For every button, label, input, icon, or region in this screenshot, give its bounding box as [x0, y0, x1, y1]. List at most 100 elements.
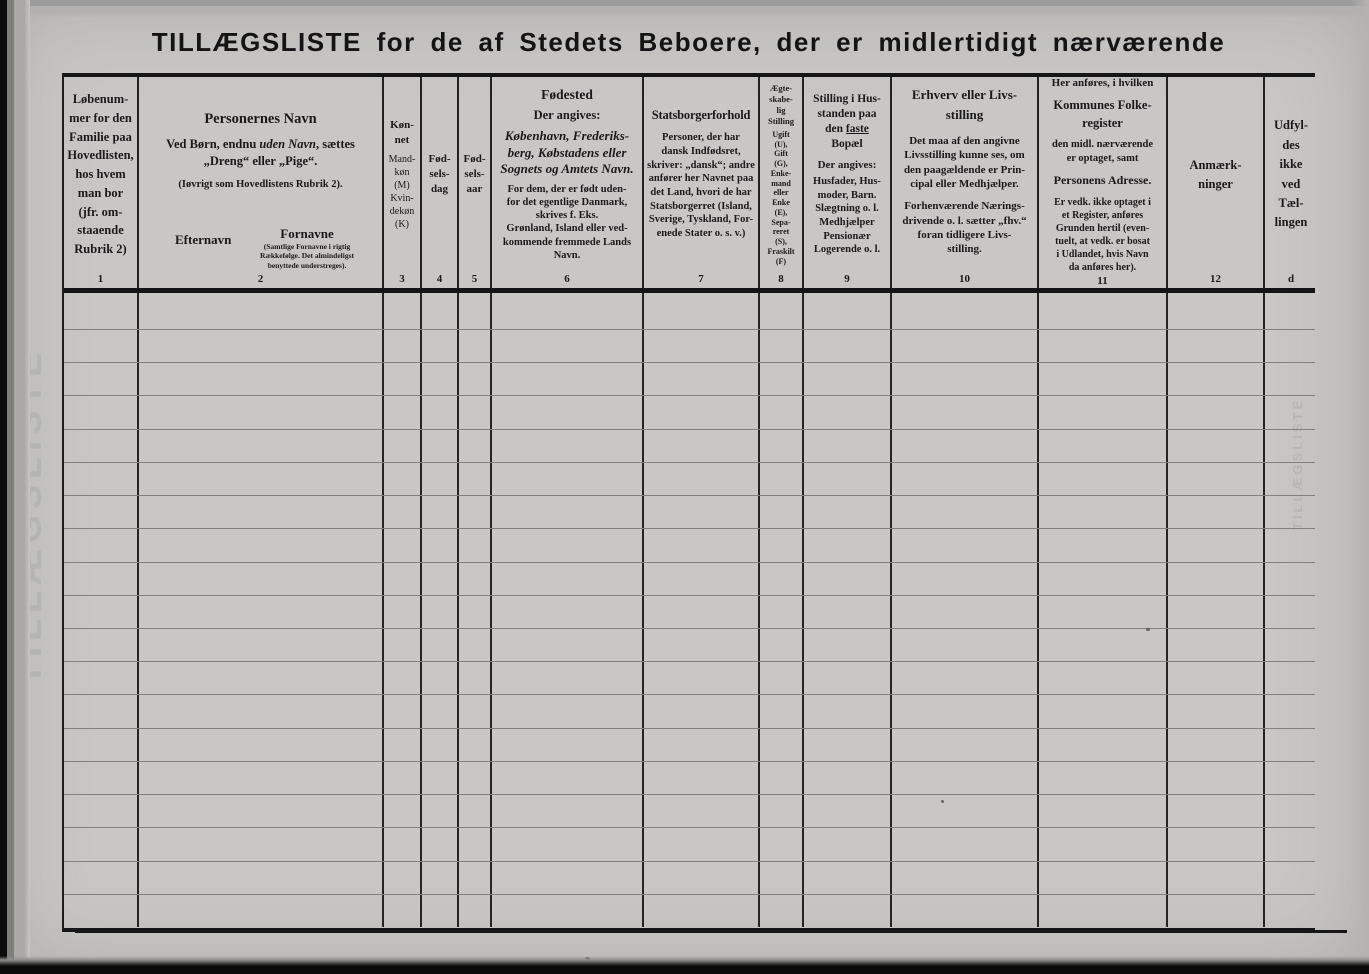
table-cell — [420, 861, 457, 894]
table-cell — [1166, 595, 1263, 628]
column-description: Forhenværende Nærings- drivende o. l. sæ… — [902, 200, 1027, 256]
table-cell — [1263, 761, 1317, 795]
table-cell — [382, 496, 420, 529]
table-row — [64, 662, 1317, 696]
table-cell — [642, 363, 758, 396]
table-cell — [1037, 462, 1166, 496]
table-cell — [1263, 728, 1317, 761]
table-cell — [490, 363, 642, 396]
table-cell — [1037, 330, 1166, 363]
table-row — [64, 529, 1315, 563]
table-cell — [1037, 396, 1166, 429]
subheader-efternavn: Efternavn — [175, 231, 232, 247]
column-description: Ugift (U), Gift (G), Enke- mand eller En… — [767, 129, 795, 266]
table-cell — [802, 429, 890, 462]
table-cell — [137, 861, 382, 894]
table-row — [64, 795, 1317, 829]
column-intro: Her anføres, i hvilken — [1051, 77, 1154, 89]
table-cell — [490, 396, 642, 429]
table-cell — [1263, 695, 1317, 728]
table-cell — [1263, 429, 1317, 462]
scan-edge-top — [0, 0, 1369, 18]
table-cell — [1037, 429, 1166, 462]
table-cell — [890, 462, 1037, 496]
table-cell — [1166, 496, 1263, 529]
column-number: 1 — [97, 273, 104, 285]
table-cell — [420, 828, 457, 861]
table-cell — [420, 761, 457, 795]
census-table: Løbenum- mer for den Familie paa Hovedli… — [62, 73, 1315, 932]
table-cell — [1263, 562, 1317, 595]
table-cell — [1037, 562, 1166, 595]
column-description: Er vedk. ikke optaget i et Register, anf… — [1054, 196, 1151, 273]
column-number: 5 — [471, 273, 478, 285]
column-header-konnet: Køn- net Mand- køn (M) Kvin- dekøn (K) 3 — [382, 77, 420, 288]
table-cell — [802, 662, 890, 695]
table-cell — [457, 496, 490, 529]
table-cell — [382, 330, 420, 363]
column-header-udfyldes-ikke: Udfyl- des ikke ved Tæl- lingen d — [1263, 77, 1317, 288]
table-cell — [1037, 761, 1166, 795]
table-cell — [457, 761, 490, 795]
table-cell — [1037, 861, 1166, 894]
table-cell — [420, 795, 457, 828]
table-cell — [802, 894, 890, 927]
table-cell — [642, 529, 758, 562]
table-cell — [420, 330, 457, 363]
table-cell — [457, 529, 490, 562]
column-number: 8 — [778, 273, 784, 285]
table-cell — [1263, 396, 1317, 429]
table-cell — [758, 529, 802, 562]
table-cell — [1263, 363, 1317, 396]
table-cell — [490, 795, 642, 828]
table-cell — [64, 729, 137, 761]
table-row — [64, 628, 1315, 663]
table-cell — [1166, 628, 1263, 662]
table-cell — [64, 662, 137, 694]
column-title: Stilling i Hus- standen paa den faste Bo… — [813, 93, 881, 151]
table-cell — [802, 828, 890, 861]
table-cell — [758, 695, 802, 728]
table-cell — [490, 628, 642, 662]
column-description-italic: København, Frederiks- berg, Købstadens e… — [500, 128, 634, 176]
table-cell — [457, 562, 490, 595]
table-cell — [642, 293, 758, 329]
column-description: Mand- køn (M) Kvin- dekøn (K) — [388, 154, 416, 231]
table-row — [64, 761, 1317, 796]
table-cell — [758, 595, 802, 628]
table-row — [64, 728, 1317, 762]
column-number: d — [1287, 273, 1295, 285]
table-cell — [137, 562, 382, 595]
table-cell — [420, 628, 457, 662]
table-cell — [457, 429, 490, 462]
table-cell — [758, 828, 802, 861]
table-cell — [1263, 795, 1317, 828]
table-cell — [802, 761, 890, 795]
table-cell — [382, 795, 420, 828]
table-cell — [758, 795, 802, 828]
table-cell — [1166, 861, 1263, 894]
table-cell — [802, 595, 890, 628]
table-cell — [642, 628, 758, 662]
table-cell — [137, 728, 382, 761]
table-cell — [642, 695, 758, 728]
table-row — [64, 293, 1315, 330]
column-subtitle: Der angives: — [533, 108, 601, 123]
table-cell — [382, 562, 420, 595]
table-cell — [1263, 662, 1317, 695]
table-row — [64, 695, 1317, 729]
column-header-fodselsdag: Fød- sels- dag 4 — [420, 77, 457, 288]
table-cell — [890, 562, 1037, 595]
table-cell — [490, 429, 642, 462]
column-title: Anmærk- ninger — [1189, 157, 1242, 191]
name-subcolumns: Efternavn Fornavne (Samtlige Fornavne i … — [149, 226, 372, 272]
table-cell — [758, 363, 802, 396]
table-cell — [1037, 695, 1166, 728]
table-cell — [382, 695, 420, 728]
table-cell — [642, 496, 758, 529]
column-header-lobenummer: Løbenum- mer for den Familie paa Hovedli… — [64, 77, 137, 288]
table-cell — [457, 795, 490, 828]
column-description: Det maa af den angivne Livsstilling kunn… — [903, 135, 1026, 190]
table-cell — [420, 695, 457, 728]
